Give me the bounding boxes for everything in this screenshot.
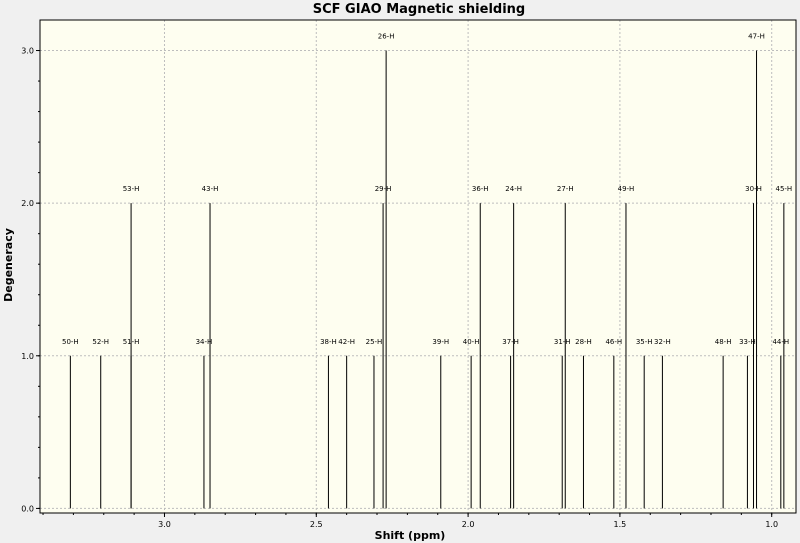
peak-label: 48-H	[715, 338, 732, 346]
x-axis: 3.0 2.5 2.0 1.5 1.0	[43, 513, 778, 529]
peak-label: 50-H	[62, 338, 79, 346]
y-tick-label: 1.0	[21, 352, 34, 361]
peak-label: 31-H	[554, 338, 571, 346]
y-tick-label: 0.0	[21, 504, 34, 513]
x-tick-label: 2.0	[462, 520, 475, 529]
y-axis-label: Degeneracy	[2, 228, 15, 302]
x-tick-label: 1.0	[765, 520, 778, 529]
peak-label: 46-H	[605, 338, 622, 346]
x-tick-label: 1.5	[614, 520, 627, 529]
peak-label: 26-H	[378, 33, 395, 41]
peak-label: 32-H	[654, 338, 671, 346]
peak-label: 52-H	[92, 338, 109, 346]
x-axis-label: Shift (ppm)	[375, 529, 446, 542]
peak-label: 35-H	[636, 338, 653, 346]
y-tick-label: 2.0	[21, 199, 34, 208]
peak-label: 30-H	[745, 185, 762, 193]
peak-label: 40-H	[463, 338, 480, 346]
peak-label: 24-H	[505, 185, 522, 193]
chart-title: SCF GIAO Magnetic shielding	[313, 2, 526, 17]
y-tick-label: 3.0	[21, 47, 34, 56]
x-tick-label: 3.0	[158, 520, 171, 529]
peak-label: 45-H	[776, 185, 793, 193]
peak-label: 38-H	[320, 338, 337, 346]
plot-background	[40, 20, 796, 513]
peak-label: 51-H	[123, 338, 140, 346]
peak-label: 27-H	[557, 185, 574, 193]
peak-label: 43-H	[202, 185, 219, 193]
plot-area: 50-H 52-H 51-H 53-H 34-H 43-H 38-H 42-H 25-H 29-H…	[40, 20, 796, 513]
x-tick-label: 2.5	[310, 520, 323, 529]
peak-label: 37-H	[502, 338, 519, 346]
peak-label: 29-H	[375, 185, 392, 193]
peak-label: 25-H	[366, 338, 383, 346]
peak-label: 49-H	[618, 185, 635, 193]
peak-label: 34-H	[196, 338, 213, 346]
peak-label: 44-H	[772, 338, 789, 346]
peak-label: 36-H	[472, 185, 489, 193]
peak-label: 33-H	[739, 338, 756, 346]
peak-label: 42-H	[338, 338, 355, 346]
peak-label: 47-H	[748, 33, 765, 41]
peak-label: 28-H	[575, 338, 592, 346]
peak-label: 53-H	[123, 185, 140, 193]
peak-label: 39-H	[432, 338, 449, 346]
y-axis: 0.0 1.0 2.0 3.0	[21, 47, 40, 514]
